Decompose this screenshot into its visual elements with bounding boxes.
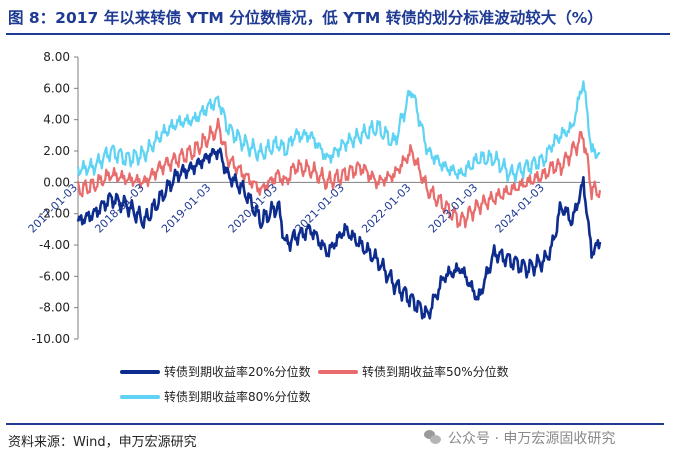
y-tick-label: -4.00 xyxy=(39,238,70,252)
series-line-p80 xyxy=(76,80,601,184)
y-tick-label: 6.00 xyxy=(43,81,70,95)
wechat-icon xyxy=(424,430,442,446)
y-tick-label: 8.00 xyxy=(43,50,70,64)
series-line-p50 xyxy=(76,117,602,229)
y-tick-label: -2.00 xyxy=(39,207,70,221)
legend-label: 转债到期收益率20%分位数 xyxy=(164,364,311,379)
y-tick-label: -6.00 xyxy=(39,269,70,283)
title-rule xyxy=(6,33,670,35)
footer-rule xyxy=(6,423,664,425)
watermark-text: 公众号 · 申万宏源固收研究 xyxy=(448,431,616,447)
source-note: 资料来源：Wind，申万宏源研究 xyxy=(8,435,197,450)
y-tick-label: 4.00 xyxy=(43,113,70,127)
chart-title: 图 8：2017 年以来转债 YTM 分位数情况，低 YTM 转债的划分标准波动… xyxy=(8,9,603,27)
y-tick-labels: 8.00 6.00 4.00 2.00 0.00 -2.00 -4.00 -6.00 -8.00… xyxy=(31,50,78,346)
series-lines xyxy=(76,80,602,320)
x-tick-label: 2022-01-03 xyxy=(359,181,413,235)
x-tick-label: 2021-01-03 xyxy=(293,181,347,235)
y-tick-label: 2.00 xyxy=(43,144,70,158)
legend-label: 转债到期收益率50%分位数 xyxy=(362,364,509,379)
y-tick-label: 0.00 xyxy=(43,175,70,189)
legend-label: 转债到期收益率80%分位数 xyxy=(164,389,311,404)
y-tick-label: -8.00 xyxy=(39,301,70,315)
watermark: 公众号 · 申万宏源固收研究 xyxy=(424,428,615,448)
series-line-p20 xyxy=(76,147,602,320)
y-tick-label: -10.00 xyxy=(31,332,70,346)
